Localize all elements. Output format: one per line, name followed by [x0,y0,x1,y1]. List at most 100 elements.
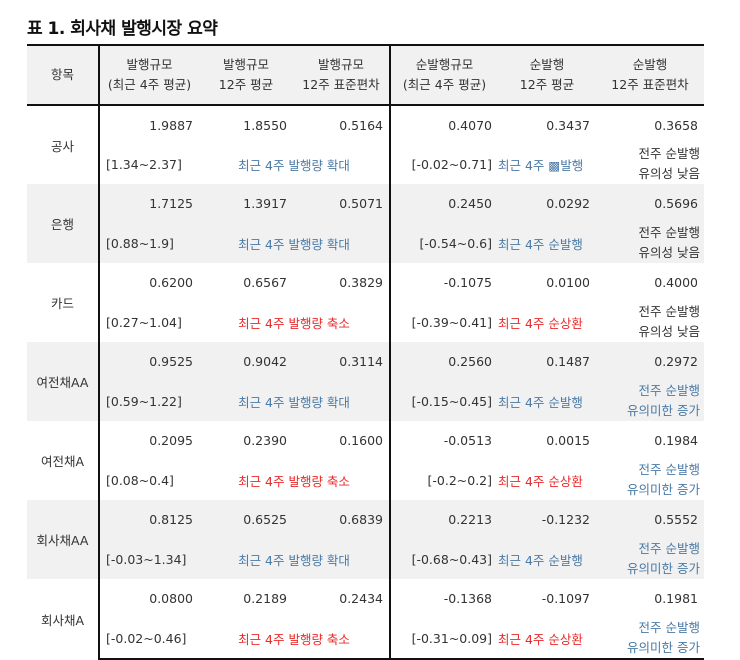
net-12w-avg-value: 0.0292 [546,196,590,211]
issue-range: [-0.03~1.34] [106,551,187,567]
net-12w-avg-value: 0.3437 [546,117,590,133]
significance-line1: 전주 순발행 [638,225,700,240]
issue-12w-std-value: 0.6839 [293,500,391,539]
table-row: 공사 1.9887 1.8550 0.5164 0.4070 0.3437 0.3658 [27,105,704,184]
net-12w-std-value: 0.1981 [654,591,698,606]
table-row: 카드 0.6200 0.6567 0.3829 -0.1075 0.0100 0.4000 [27,263,704,342]
issue-trend-note: 최근 4주 발행량 확대 [199,539,391,579]
significance-line1: 전주 순발행 [638,304,700,319]
row-item-label: 은행 [27,184,100,263]
table-row-detail: [-0.03~1.34] 최근 4주 발행량 확대 [-0.68~0.43] 최근 4… [27,539,704,579]
row-item-label: 카드 [27,263,100,342]
net-12w-std-value: 0.1984 [654,433,698,448]
net-12w-std-value: 0.3658 [654,117,698,133]
net-trend-note: 최근 4주 ▩발행 [498,157,584,173]
issue-range: [-0.02~0.46] [99,618,199,660]
table-row: 회사채AA 0.8125 0.6525 0.6839 0.2213 -0.1232 0.55… [27,500,704,579]
header-net-12w-avg: 순발행 12주 평균 [498,44,596,106]
net-4w-value: -0.1075 [443,275,492,290]
issue-trend-note: 최근 4주 발행량 축소 [199,302,391,342]
net-4w-value: -0.1368 [443,591,492,606]
net-4w-value: -0.0513 [443,433,492,448]
net-range: [-0.15~0.45] [411,393,492,409]
row-item-label: 여전채AA [27,342,100,421]
table-row-detail: [0.88~1.9] 최근 4주 발행량 확대 [-0.54~0.6] 최근 4주 순… [27,223,704,263]
row-item-label: 공사 [27,105,100,184]
issue-trend-note: 최근 4주 발행량 확대 [199,144,391,184]
net-12w-avg-value: -0.1097 [541,591,590,606]
net-4w-value: 0.2560 [448,354,492,369]
significance-line1: 전주 순발행 [638,146,700,161]
header-item: 항목 [27,44,100,106]
net-trend-note: 최근 4주 순상환 [498,618,596,660]
issue-12w-std-value: 0.3114 [293,342,391,381]
issue-4w-value: 0.0800 [149,591,193,606]
issue-12w-avg-value: 0.6567 [243,275,287,290]
table-row-detail: [0.59~1.22] 최근 4주 발행량 확대 [-0.15~0.45] 최근 4주… [27,381,704,421]
issue-12w-std-value: 0.5164 [293,105,391,144]
significance-line1: 전주 순발행 [638,383,700,398]
issue-range: [0.59~1.22] [106,393,182,409]
issue-trend-note: 최근 4주 발행량 확대 [199,381,391,421]
significance-note: 전주 순발행 유의미한 증가 [596,618,704,660]
net-range: [-0.2~0.2] [427,472,493,488]
net-range: [-0.68~0.43] [411,551,492,567]
significance-line1: 전주 순발행 [638,462,700,477]
issue-4w-value: 1.9887 [149,117,193,133]
significance-line2: 유의미한 증가 [627,561,700,576]
net-range: [-0.02~0.71] [411,156,492,172]
net-range: [-0.39~0.41] [411,314,492,330]
table-row: 여전채A 0.2095 0.2390 0.1600 -0.0513 0.0015 0.198… [27,421,704,500]
net-12w-avg-value: 0.0100 [546,275,590,290]
net-4w-value: 0.2450 [448,196,492,211]
row-item-label: 회사채A [27,579,100,659]
issue-range: [0.27~1.04] [106,314,182,330]
net-trend-note: 최근 4주 순상환 [498,315,583,331]
net-12w-avg-value: 0.1487 [546,354,590,369]
significance-note: 전주 순발행 유의성 낮음 [596,223,704,263]
significance-line2: 유의미한 증가 [627,403,700,418]
issue-4w-value: 1.7125 [149,196,193,211]
issue-12w-avg-value: 0.2390 [243,433,287,448]
issue-trend-note: 최근 4주 발행량 축소 [199,618,391,660]
net-4w-value: 0.4070 [448,117,492,133]
table-row: 은행 1.7125 1.3917 0.5071 0.2450 0.0292 0.5696 [27,184,704,263]
issue-range: [0.88~1.9] [106,235,174,251]
issue-12w-avg-value: 1.3917 [243,196,287,211]
issuance-summary-table: 항목 발행규모 (최근 4주 평균) 발행규모 12주 평균 발행규모 12주 표준편… [27,44,704,660]
significance-line1: 전주 순발행 [638,620,700,635]
issue-range: [1.34~2.37] [106,156,182,172]
row-item-label: 여전채A [27,421,100,500]
issue-12w-avg-value: 0.6525 [243,512,287,527]
table-row-detail: [-0.02~0.46] 최근 4주 발행량 축소 [-0.31~0.09] 최근 4… [27,618,704,660]
net-12w-avg-value: 0.0015 [546,433,590,448]
header-issue-12w-std: 발행규모 12주 표준편차 [293,44,391,106]
table-row-detail: [0.08~0.4] 최근 4주 발행량 축소 [-0.2~0.2] 최근 4주 순상… [27,460,704,500]
net-12w-avg-value: -0.1232 [541,512,590,527]
header-issue-4w: 발행규모 (최근 4주 평균) [99,44,199,106]
issue-trend-note: 최근 4주 발행량 확대 [199,223,391,263]
issue-4w-value: 0.6200 [149,275,193,290]
issue-12w-avg-value: 0.2189 [243,591,287,606]
significance-line2: 유의미한 증가 [627,482,700,497]
header-row: 항목 발행규모 (최근 4주 평균) 발행규모 12주 평균 발행규모 12주 표준편… [27,44,704,106]
net-range: [-0.54~0.6] [419,235,492,251]
net-trend-note: 최근 4주 순발행 [498,236,583,252]
net-trend-note: 최근 4주 순발행 [498,552,583,568]
net-4w-value: 0.2213 [448,512,492,527]
significance-line2: 유의성 낮음 [638,166,700,181]
issue-trend-note: 최근 4주 발행량 축소 [199,460,391,500]
significance-line2: 유의성 낮음 [638,324,700,339]
issue-12w-std-value: 0.2434 [293,579,391,618]
net-12w-std-value: 0.5696 [654,196,698,211]
net-12w-std-value: 0.5552 [654,512,698,527]
significance-note: 전주 순발행 유의미한 증가 [596,539,704,579]
header-net-4w: 순발행규모 (최근 4주 평균) [390,44,498,106]
issue-12w-std-value: 0.1600 [293,421,391,460]
issue-4w-value: 0.8125 [149,512,193,527]
issue-4w-value: 0.2095 [149,433,193,448]
issue-4w-value: 0.9525 [149,354,193,369]
